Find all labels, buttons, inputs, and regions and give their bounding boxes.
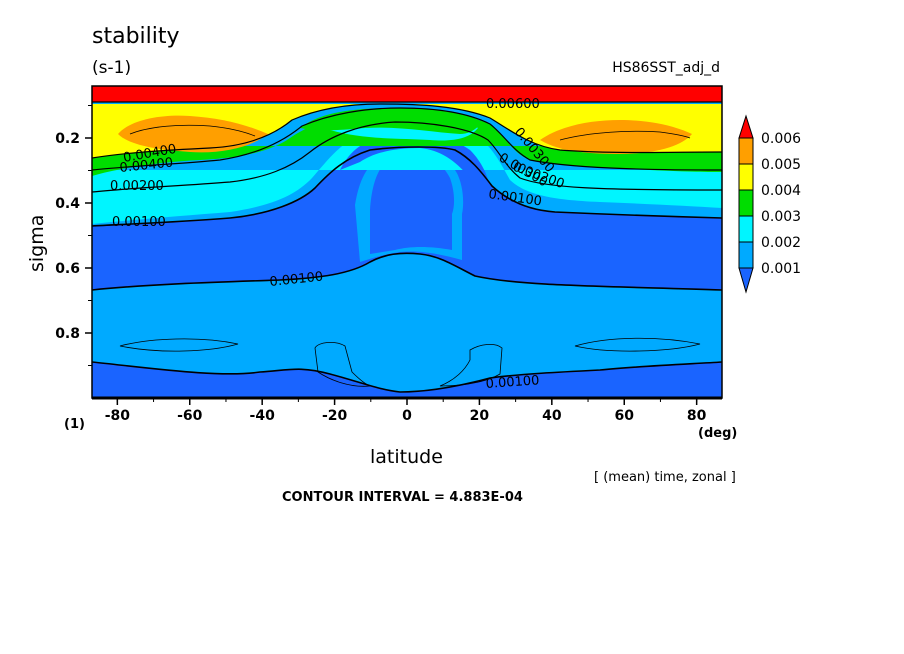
x-axis-label: latitude <box>370 446 443 468</box>
mean-info: [ (mean) time, zonal ] <box>594 470 736 485</box>
contour-line-inner-left <box>129 124 256 137</box>
contour-label: 0.00100 <box>487 187 542 209</box>
plot-units: (s-1) <box>92 58 132 78</box>
band-0p005-0p006-right <box>540 120 692 154</box>
colorbar-label: 0.006 <box>761 131 801 147</box>
contour-line-0p004 <box>92 103 722 159</box>
colorbar: 0.006 0.005 0.004 0.003 0.002 0.001 <box>738 114 801 294</box>
contour-interval: CONTOUR INTERVAL = 4.883E-04 <box>282 490 523 505</box>
contour-line-0p001-middle <box>92 252 722 291</box>
colorbar-segment <box>738 215 754 243</box>
contour-line-inner-right <box>559 130 691 141</box>
contour-label: 0.00100 <box>485 373 540 392</box>
contour-line-0p003 <box>92 107 722 171</box>
x-ticks: -80 -60 -40 -20 0 20 40 60 80 <box>105 398 707 424</box>
x-tick-label: -80 <box>105 408 131 424</box>
colorbar-segment <box>738 241 754 269</box>
contour-label: 0.00600 <box>486 97 540 112</box>
contour-line-0p001-lower <box>92 361 722 393</box>
band-0p003-0p004 <box>92 109 722 176</box>
contour-lower-right-blob <box>439 344 503 387</box>
band-0p002-0p003 <box>92 125 722 224</box>
contour-line-0p002 <box>92 121 722 193</box>
contour-label: 0.00100 <box>112 215 166 230</box>
plot-title: stability <box>92 24 180 49</box>
contour-label: 0.00100 <box>269 269 324 290</box>
x-tick-label: 0 <box>402 408 412 424</box>
colorbar-label: 0.003 <box>761 209 801 225</box>
band-center-core <box>370 151 455 254</box>
colorbar-label: 0.002 <box>761 235 801 251</box>
x-tick-label: 80 <box>687 408 707 424</box>
contour-label: 0.00400 <box>119 155 174 176</box>
colorbar-label: 0.001 <box>761 261 801 277</box>
y-tick-label: 0.2 <box>55 131 80 147</box>
x-tick-label: 20 <box>470 408 490 424</box>
band-yellow-hole <box>300 108 482 134</box>
x-tick-label: 60 <box>614 408 634 424</box>
colorbar-segment <box>738 137 754 165</box>
y-ticks: 0.2 0.4 0.6 0.8 <box>55 105 92 366</box>
contour-ellipse-right <box>574 337 701 352</box>
colorbar-top-arrow <box>738 114 754 139</box>
corner-label: (1) <box>64 417 85 432</box>
contour-line-0p001-upper <box>92 146 722 227</box>
colorbar-segment <box>738 163 754 191</box>
run-name: HS86SST_adj_d <box>612 60 720 76</box>
colorbar-segment <box>738 189 754 217</box>
band-below-0p001-lower <box>92 362 722 398</box>
x-axis-unit: (deg) <box>698 426 738 441</box>
contour-lower-left-blob <box>314 342 371 387</box>
colorbar-label: 0.005 <box>761 157 801 173</box>
y-tick-label: 0.4 <box>55 196 80 212</box>
y-tick-label: 0.6 <box>55 261 80 277</box>
y-tick-label: 0.8 <box>55 326 80 342</box>
band-above-0p006 <box>92 86 722 102</box>
x-tick-label: -40 <box>250 408 276 424</box>
contour-label: 0.00200 <box>110 179 164 194</box>
band-0p005-0p006-left <box>118 115 268 153</box>
colorbar-label: 0.004 <box>761 183 801 199</box>
contour-ellipse-left <box>119 338 239 352</box>
colorbar-bottom-arrow <box>738 267 754 294</box>
x-tick-label: -20 <box>322 408 348 424</box>
band-cyan-inner <box>340 133 490 188</box>
x-tick-label: -60 <box>177 408 203 424</box>
x-tick-label: 40 <box>542 408 562 424</box>
